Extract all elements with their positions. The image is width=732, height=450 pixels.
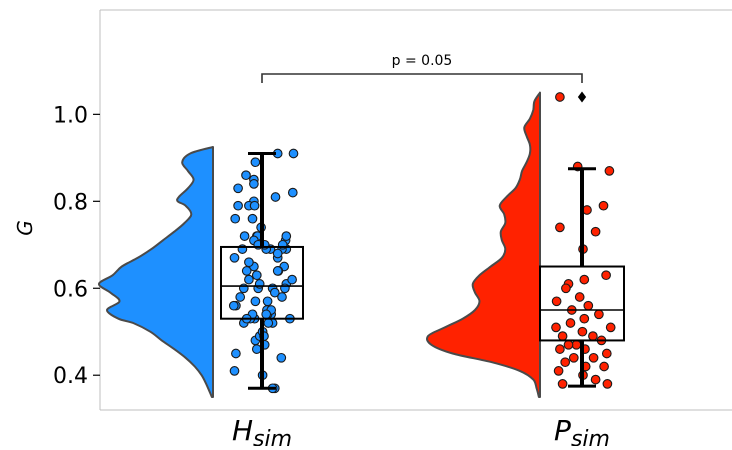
point-H_sim-75 bbox=[269, 287, 280, 298]
point-H_sim-70 bbox=[263, 318, 274, 328]
point-H_sim-71 bbox=[230, 213, 241, 224]
point-P_sim-34 bbox=[553, 366, 564, 376]
point-P_sim-9 bbox=[579, 274, 590, 285]
point-P_sim-31 bbox=[560, 357, 571, 368]
ytick-label-3: 1.0 bbox=[53, 103, 88, 128]
point-P_sim-11 bbox=[561, 283, 571, 294]
point-P_sim-25 bbox=[571, 339, 582, 350]
point-H_sim-16 bbox=[228, 300, 239, 311]
point-H_sim-44 bbox=[262, 296, 273, 307]
point-H_sim-22 bbox=[229, 366, 240, 376]
kde-H_sim bbox=[98, 146, 214, 398]
point-H_sim-11 bbox=[276, 352, 287, 363]
xtick-main-P_sim: P bbox=[554, 414, 571, 446]
box-layer bbox=[220, 91, 625, 390]
point-P_sim-36 bbox=[590, 374, 601, 385]
point-P_sim-29 bbox=[568, 352, 579, 363]
ytick-label-2: 0.8 bbox=[53, 190, 88, 215]
kde-layer bbox=[98, 91, 541, 398]
point-P_sim-39 bbox=[563, 339, 574, 350]
significance-bracket bbox=[261, 73, 583, 83]
point-P_sim-37 bbox=[557, 379, 568, 389]
xtick-sub-H_sim: sim bbox=[253, 427, 292, 446]
point-H_sim-21 bbox=[239, 231, 250, 241]
point-H_sim-1 bbox=[287, 187, 298, 198]
point-P_sim-33 bbox=[599, 361, 609, 372]
point-P_sim-17 bbox=[579, 313, 590, 324]
box-P_sim bbox=[539, 265, 625, 342]
box-H_sim bbox=[220, 245, 304, 320]
point-P_sim-6 bbox=[555, 222, 565, 233]
point-H_sim-53 bbox=[272, 266, 283, 276]
point-H_sim-41 bbox=[231, 348, 241, 359]
point-P_sim-13 bbox=[551, 296, 562, 307]
p-value-label: p = 0.05 bbox=[392, 53, 453, 69]
ytick-label-1: 0.6 bbox=[53, 277, 88, 302]
point-H_sim-63 bbox=[251, 270, 262, 281]
point-P_sim-19 bbox=[605, 322, 616, 333]
xtick-label-H_sim: Hsim bbox=[232, 414, 292, 446]
ytick-label-0: 0.4 bbox=[53, 364, 88, 389]
point-P_sim-28 bbox=[601, 348, 612, 359]
xtick-main-H_sim: H bbox=[232, 414, 253, 446]
point-P_sim-27 bbox=[555, 344, 565, 354]
point-H_sim-30 bbox=[229, 252, 240, 263]
outlier-P_sim-0 bbox=[577, 91, 587, 103]
point-H_sim-12 bbox=[241, 266, 252, 276]
point-H_sim-31 bbox=[249, 179, 259, 189]
point-P_sim-8 bbox=[601, 270, 611, 281]
point-H_sim-32 bbox=[233, 183, 243, 194]
point-H_sim-64 bbox=[281, 231, 292, 241]
point-H_sim-2 bbox=[288, 148, 299, 159]
point-H_sim-66 bbox=[247, 213, 258, 224]
point-H_sim-7 bbox=[250, 157, 261, 168]
point-H_sim-59 bbox=[244, 257, 254, 268]
point-P_sim-38 bbox=[602, 379, 613, 389]
point-H_sim-39 bbox=[250, 296, 261, 307]
point-H_sim-77 bbox=[277, 292, 287, 302]
point-H_sim-19 bbox=[241, 170, 251, 181]
point-P_sim-0 bbox=[555, 92, 565, 102]
y-axis-label: G bbox=[13, 220, 37, 236]
xtick-label-P_sim: Psim bbox=[554, 414, 610, 446]
point-P_sim-12 bbox=[574, 292, 585, 302]
point-P_sim-2 bbox=[604, 166, 615, 176]
points-layer bbox=[228, 92, 616, 394]
point-H_sim-33 bbox=[244, 274, 254, 285]
point-P_sim-21 bbox=[577, 326, 588, 337]
point-P_sim-30 bbox=[588, 352, 599, 363]
point-H_sim-57 bbox=[249, 200, 260, 211]
point-H_sim-58 bbox=[272, 248, 283, 259]
point-H_sim-15 bbox=[251, 344, 262, 354]
annotation-layer: p = 0.05 bbox=[261, 53, 583, 83]
point-P_sim-4 bbox=[598, 200, 609, 211]
point-H_sim-8 bbox=[233, 200, 243, 211]
kde-P_sim bbox=[426, 91, 541, 398]
point-P_sim-18 bbox=[565, 318, 576, 328]
point-H_sim-46 bbox=[270, 192, 281, 202]
point-H_sim-49 bbox=[287, 274, 297, 285]
point-P_sim-5 bbox=[590, 226, 601, 237]
point-H_sim-40 bbox=[235, 292, 246, 302]
xtick-sub-P_sim: sim bbox=[571, 427, 610, 446]
plot-frame bbox=[99, 9, 732, 411]
point-P_sim-20 bbox=[551, 322, 561, 333]
